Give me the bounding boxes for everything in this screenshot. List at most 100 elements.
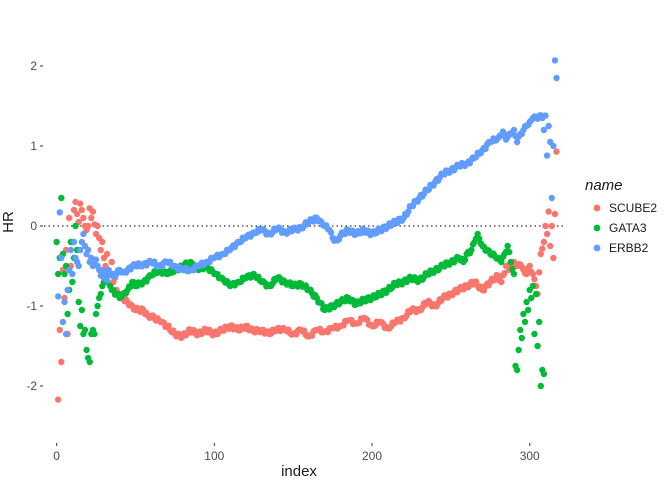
data-point-gata3	[318, 300, 325, 307]
data-point-scube2	[66, 214, 73, 222]
data-point-gata3	[524, 306, 532, 314]
x-tick-label: 300	[520, 449, 540, 463]
data-point-gata3	[515, 346, 522, 354]
data-point-gata3	[83, 346, 90, 354]
x-tick-label: 100	[204, 449, 224, 463]
data-point-gata3	[513, 366, 521, 374]
y-axis-ticks: -2 -1 0 1 2	[26, 59, 43, 393]
data-point-scube2	[550, 254, 557, 262]
data-point-erbb2	[54, 293, 62, 300]
data-point-gata3	[537, 382, 544, 390]
data-point-gata3	[504, 242, 511, 250]
data-point-gata3	[518, 334, 526, 342]
data-point-scube2	[80, 214, 87, 222]
data-point-gata3	[509, 265, 516, 273]
data-point-scube2	[542, 222, 549, 230]
data-point-gata3	[461, 256, 469, 263]
data-point-scube2	[535, 269, 543, 276]
y-axis-title: HR	[0, 211, 17, 233]
plot-panel: -2 -1 0 1 2 0 100 200 300	[26, 57, 566, 463]
data-point-gata3	[523, 298, 530, 306]
data-point-scube2	[539, 245, 546, 252]
data-point-scube2	[501, 270, 508, 277]
data-point-erbb2	[542, 112, 549, 119]
series-gata3	[53, 194, 548, 390]
data-point-gata3	[64, 310, 71, 318]
data-point-gata3	[534, 342, 541, 350]
data-point-gata3	[498, 258, 505, 266]
data-point-erbb2	[67, 246, 75, 254]
data-point-gata3	[528, 294, 535, 302]
legend-key-scube2	[593, 204, 601, 212]
data-point-gata3	[75, 298, 82, 306]
data-point-erbb2	[69, 270, 76, 278]
data-point-erbb2	[543, 152, 551, 159]
x-axis-title: index	[281, 463, 317, 480]
data-point-gata3	[476, 235, 483, 242]
data-point-erbb2	[61, 298, 68, 306]
data-point-gata3	[97, 290, 104, 298]
data-point-erbb2	[92, 256, 100, 263]
legend-label-gata3: GATA3	[609, 221, 647, 235]
data-point-gata3	[54, 270, 62, 278]
x-axis-ticks: 0 100 200 300	[53, 443, 540, 463]
legend-title: name	[585, 177, 623, 194]
data-point-scube2	[84, 222, 92, 230]
data-point-scube2	[89, 208, 97, 215]
data-point-erbb2	[70, 238, 78, 246]
legend-label-erbb2: ERBB2	[609, 241, 649, 255]
data-point-erbb2	[553, 74, 560, 82]
data-point-gata3	[86, 358, 93, 366]
data-point-erbb2	[64, 286, 71, 294]
data-point-scube2	[78, 206, 86, 214]
data-point-scube2	[54, 396, 62, 403]
data-point-erbb2	[551, 57, 559, 64]
data-point-erbb2	[56, 209, 63, 216]
x-tick-label: 200	[362, 449, 382, 463]
data-point-gata3	[58, 194, 65, 202]
data-point-erbb2	[548, 194, 556, 202]
data-point-erbb2	[62, 330, 70, 338]
data-point-gata3	[72, 222, 79, 230]
data-point-scube2	[548, 222, 556, 230]
data-point-erbb2	[409, 202, 417, 210]
data-point-gata3	[535, 318, 543, 326]
data-point-erbb2	[80, 230, 87, 238]
data-point-gata3	[531, 330, 538, 338]
data-point-gata3	[61, 270, 68, 278]
data-point-erbb2	[513, 138, 521, 146]
data-point-gata3	[529, 282, 537, 290]
data-point-scube2	[531, 276, 538, 283]
legend-label-scube2: SCUBE2	[609, 201, 657, 215]
data-point-scube2	[547, 242, 554, 250]
data-point-gata3	[540, 370, 548, 378]
data-point-gata3	[532, 290, 540, 298]
data-point-erbb2	[327, 229, 335, 236]
y-tick-label: 1	[30, 139, 37, 153]
series-erbb2	[54, 57, 560, 338]
data-point-gata3	[521, 318, 529, 326]
data-point-scube2	[540, 238, 548, 246]
data-point-gata3	[517, 326, 524, 334]
data-point-gata3	[78, 306, 86, 314]
data-point-scube2	[77, 200, 84, 207]
data-point-erbb2	[550, 142, 557, 150]
legend-key-erbb2	[593, 244, 601, 252]
data-point-scube2	[494, 272, 502, 279]
legend-key-gata3	[593, 224, 601, 232]
data-point-erbb2	[75, 262, 82, 270]
data-point-gata3	[92, 310, 100, 318]
data-point-scube2	[543, 230, 551, 238]
data-point-gata3	[81, 326, 89, 334]
data-point-erbb2	[84, 246, 92, 254]
data-point-gata3	[77, 322, 84, 330]
x-tick-label: 0	[53, 449, 60, 463]
data-point-erbb2	[58, 254, 65, 262]
y-tick-label: 2	[30, 59, 37, 73]
data-point-scube2	[523, 270, 530, 278]
data-point-erbb2	[77, 246, 84, 254]
data-point-scube2	[108, 258, 116, 266]
series-scube2	[54, 148, 560, 403]
data-point-erbb2	[103, 277, 111, 284]
